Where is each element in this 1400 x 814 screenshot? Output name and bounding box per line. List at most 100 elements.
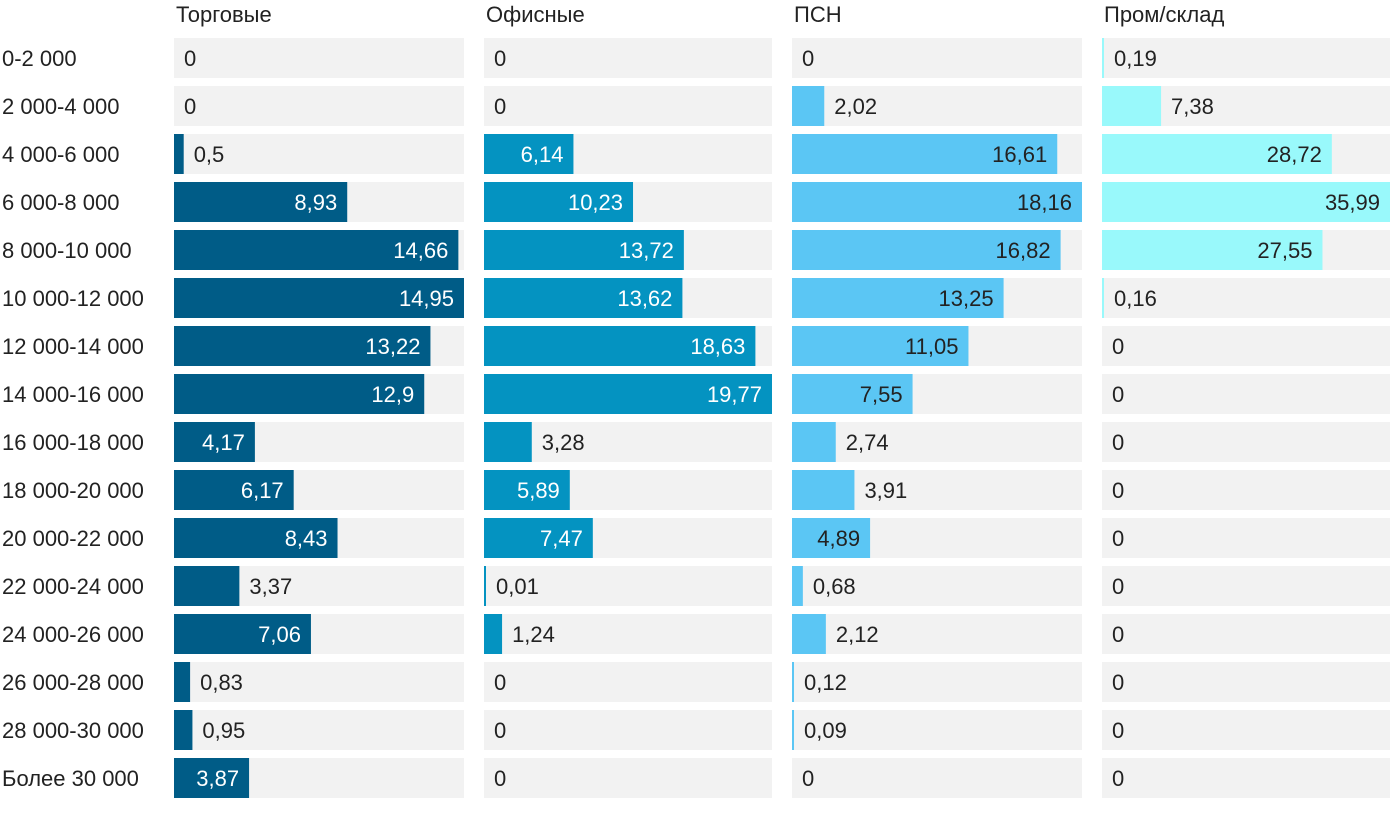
bar-background [792, 614, 1082, 654]
bar [174, 134, 184, 174]
bar-background [174, 710, 464, 750]
data-label: 12,9 [371, 382, 414, 407]
data-label: 7,06 [258, 622, 301, 647]
bar-background [792, 566, 1082, 606]
bar [1102, 182, 1390, 222]
panel-title: Торговые [176, 2, 272, 27]
data-label: 7,47 [540, 526, 583, 551]
data-label: 0 [1112, 382, 1124, 407]
bar [1102, 134, 1332, 174]
data-label: 0,09 [804, 718, 847, 743]
data-label: 0,5 [194, 142, 225, 167]
panel-title: ПСН [794, 2, 842, 27]
bar [484, 518, 593, 558]
category-label: 26 000-28 000 [2, 670, 144, 695]
bar-background [792, 710, 1082, 750]
bar [792, 326, 969, 366]
data-label: 8,93 [294, 190, 337, 215]
bar [792, 182, 1082, 222]
data-label: 18,63 [690, 334, 745, 359]
bar [174, 470, 294, 510]
data-label: 8,43 [285, 526, 328, 551]
bar [484, 566, 486, 606]
data-label: 7,55 [860, 382, 903, 407]
data-label: 0,83 [200, 670, 243, 695]
bar [792, 566, 803, 606]
bar [174, 710, 193, 750]
data-label: 2,02 [834, 94, 877, 119]
data-label: 0,12 [804, 670, 847, 695]
data-label: 4,89 [817, 526, 860, 551]
bar-background [1102, 470, 1390, 510]
data-label: 0 [494, 718, 506, 743]
data-label: 0,16 [1114, 286, 1157, 311]
bar [174, 566, 240, 606]
bar-background [1102, 278, 1390, 318]
bar-background [1102, 422, 1390, 462]
data-label: 13,25 [939, 286, 994, 311]
panel-title: Пром/склад [1104, 2, 1224, 27]
data-label: 6,14 [521, 142, 564, 167]
category-label: 16 000-18 000 [2, 430, 144, 455]
bar-background [484, 758, 772, 798]
data-label: 16,61 [992, 142, 1047, 167]
data-label: 5,89 [517, 478, 560, 503]
data-label: 3,37 [249, 574, 292, 599]
bar [484, 278, 683, 318]
bar-background [174, 134, 464, 174]
data-label: 0,01 [496, 574, 539, 599]
bar [792, 134, 1058, 174]
bar-background [484, 422, 772, 462]
bar-background [484, 86, 772, 126]
data-label: 13,22 [365, 334, 420, 359]
category-label: 28 000-30 000 [2, 718, 144, 743]
category-label: 10 000-12 000 [2, 286, 144, 311]
bar [484, 422, 532, 462]
bar-background [174, 38, 464, 78]
category-label: 22 000-24 000 [2, 574, 144, 599]
bar-background [1102, 710, 1390, 750]
data-label: 0,68 [813, 574, 856, 599]
data-label: 14,66 [393, 238, 448, 263]
data-label: 0 [802, 766, 814, 791]
data-label: 3,87 [196, 766, 239, 791]
data-label: 1,24 [512, 622, 555, 647]
category-label: 24 000-26 000 [2, 622, 144, 647]
category-label: 8 000-10 000 [2, 238, 132, 263]
category-label: 4 000-6 000 [2, 142, 119, 167]
bar [484, 182, 634, 222]
bar [484, 470, 570, 510]
bar [792, 278, 1004, 318]
data-label: 27,55 [1257, 238, 1312, 263]
data-label: 0 [494, 670, 506, 695]
bar [174, 230, 459, 270]
bar-background [1102, 758, 1390, 798]
data-label: 0 [1112, 574, 1124, 599]
bar-background [1102, 662, 1390, 702]
category-label: 20 000-22 000 [2, 526, 144, 551]
bar-background [792, 662, 1082, 702]
bar [792, 422, 836, 462]
bar [484, 134, 574, 174]
bar-background [174, 86, 464, 126]
data-label: 0 [1112, 334, 1124, 359]
bar-background [1102, 566, 1390, 606]
bar [174, 614, 311, 654]
data-label: 0 [1112, 430, 1124, 455]
bar [1102, 278, 1104, 318]
bar [484, 230, 684, 270]
data-label: 13,72 [619, 238, 674, 263]
bar-background [1102, 326, 1390, 366]
data-label: 11,05 [905, 334, 958, 359]
data-label: 0 [494, 46, 506, 71]
data-label: 0,95 [202, 718, 245, 743]
bar-background [1102, 518, 1390, 558]
data-label: 3,28 [542, 430, 585, 455]
bar [484, 614, 503, 654]
bar-background [174, 662, 464, 702]
category-label: 12 000-14 000 [2, 334, 144, 359]
data-label: 0 [494, 766, 506, 791]
